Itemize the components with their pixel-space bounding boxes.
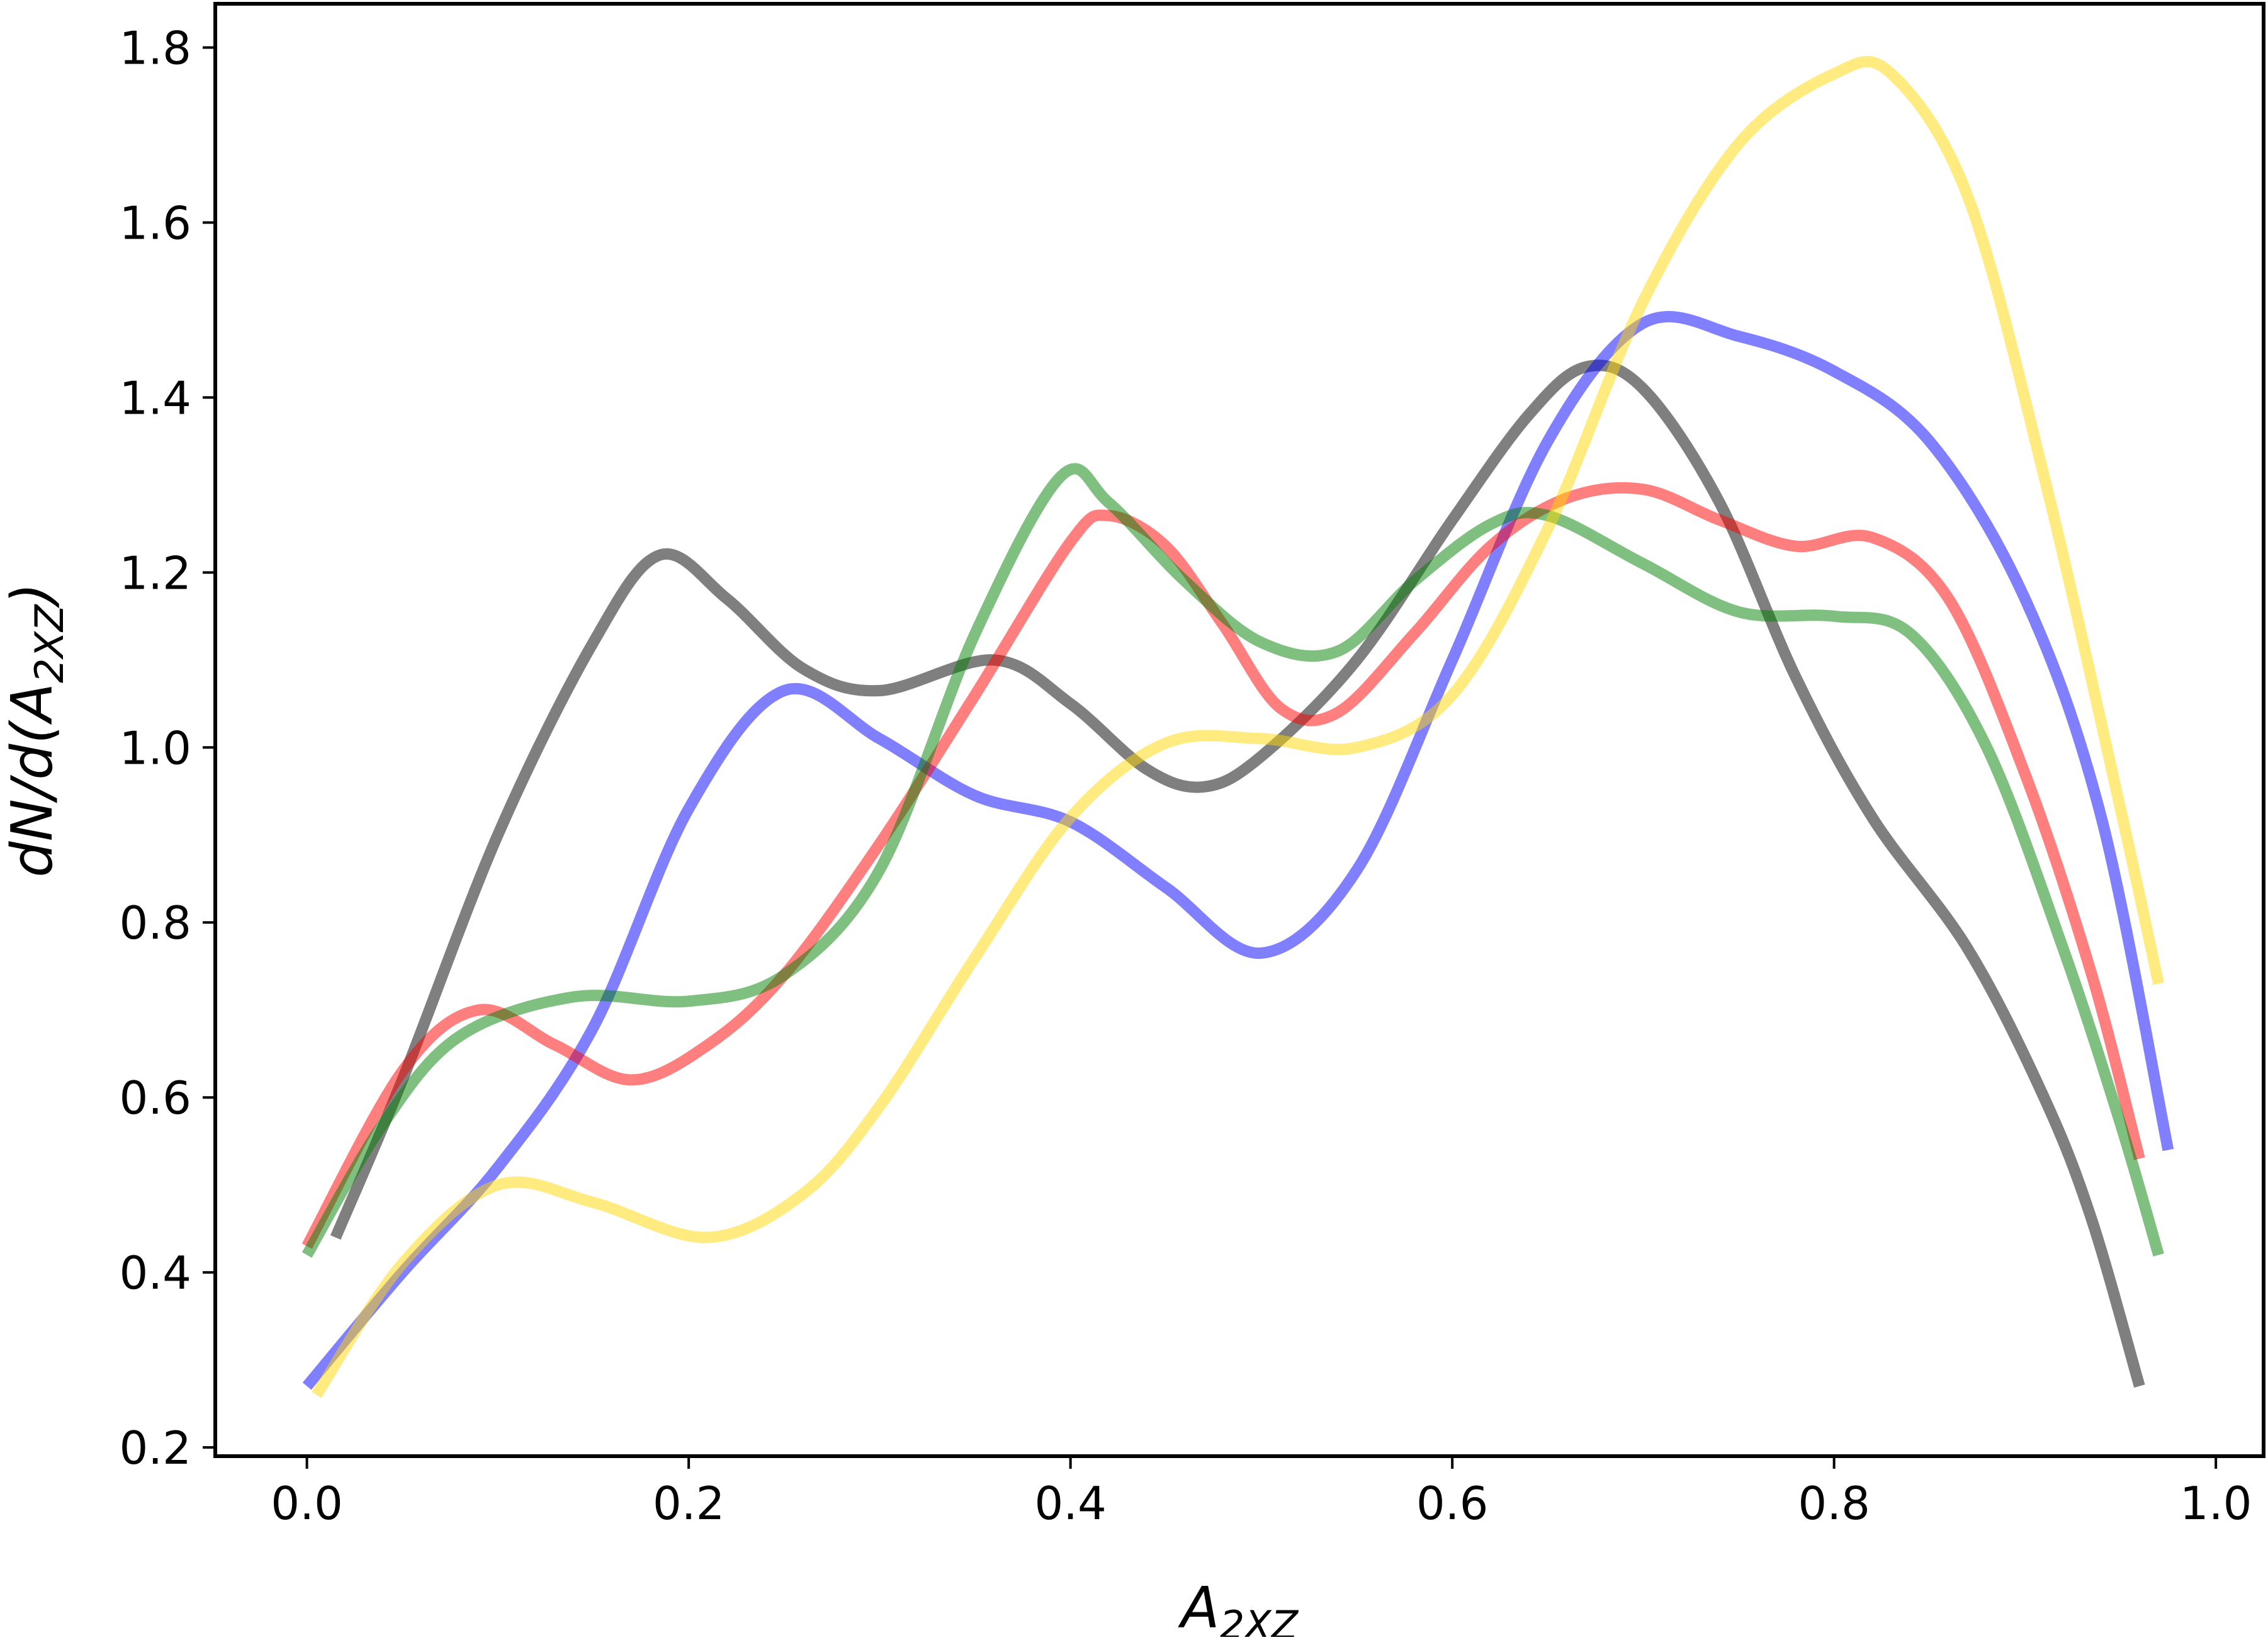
series-line-4 <box>302 463 2164 1258</box>
x-tick-label: 0.0 <box>271 1477 343 1530</box>
series-lines <box>302 55 2174 1398</box>
x-tick-label: 0.6 <box>1416 1477 1489 1530</box>
x-tick-label: 0.8 <box>1798 1477 1870 1530</box>
y-tick-label: 1.0 <box>119 721 191 774</box>
series-line-5 <box>312 55 2164 1398</box>
x-tick-label: 0.4 <box>1034 1477 1107 1530</box>
y-tick-label: 0.2 <box>119 1422 191 1474</box>
y-tick-label: 0.6 <box>119 1072 191 1124</box>
y-axis-label: dN/d(A2XZ) <box>0 582 72 877</box>
series-line-1 <box>330 359 2145 1388</box>
x-tick-label: 0.2 <box>653 1477 725 1530</box>
y-tick-label: 0.4 <box>119 1247 191 1299</box>
y-tick-label: 1.2 <box>119 546 191 599</box>
y-tick-label: 1.8 <box>119 21 191 74</box>
x-axis-label: A2XZ <box>1178 1575 1299 1637</box>
x-axis-ticks: 0.0 0.2 0.4 0.6 0.8 1.0 <box>271 1456 2252 1530</box>
series-line-2 <box>302 311 2174 1390</box>
y-tick-label: 1.6 <box>119 196 191 249</box>
plot-frame <box>213 2 2265 1458</box>
y-tick-label: 1.4 <box>119 371 191 424</box>
x-tick-label: 1.0 <box>2180 1477 2252 1530</box>
y-axis-ticks: 0.2 0.4 0.6 0.8 1.0 1.2 1.4 1.6 1.8 <box>119 21 215 1474</box>
y-tick-label: 0.8 <box>119 896 191 949</box>
series-line-3 <box>302 482 2145 1249</box>
